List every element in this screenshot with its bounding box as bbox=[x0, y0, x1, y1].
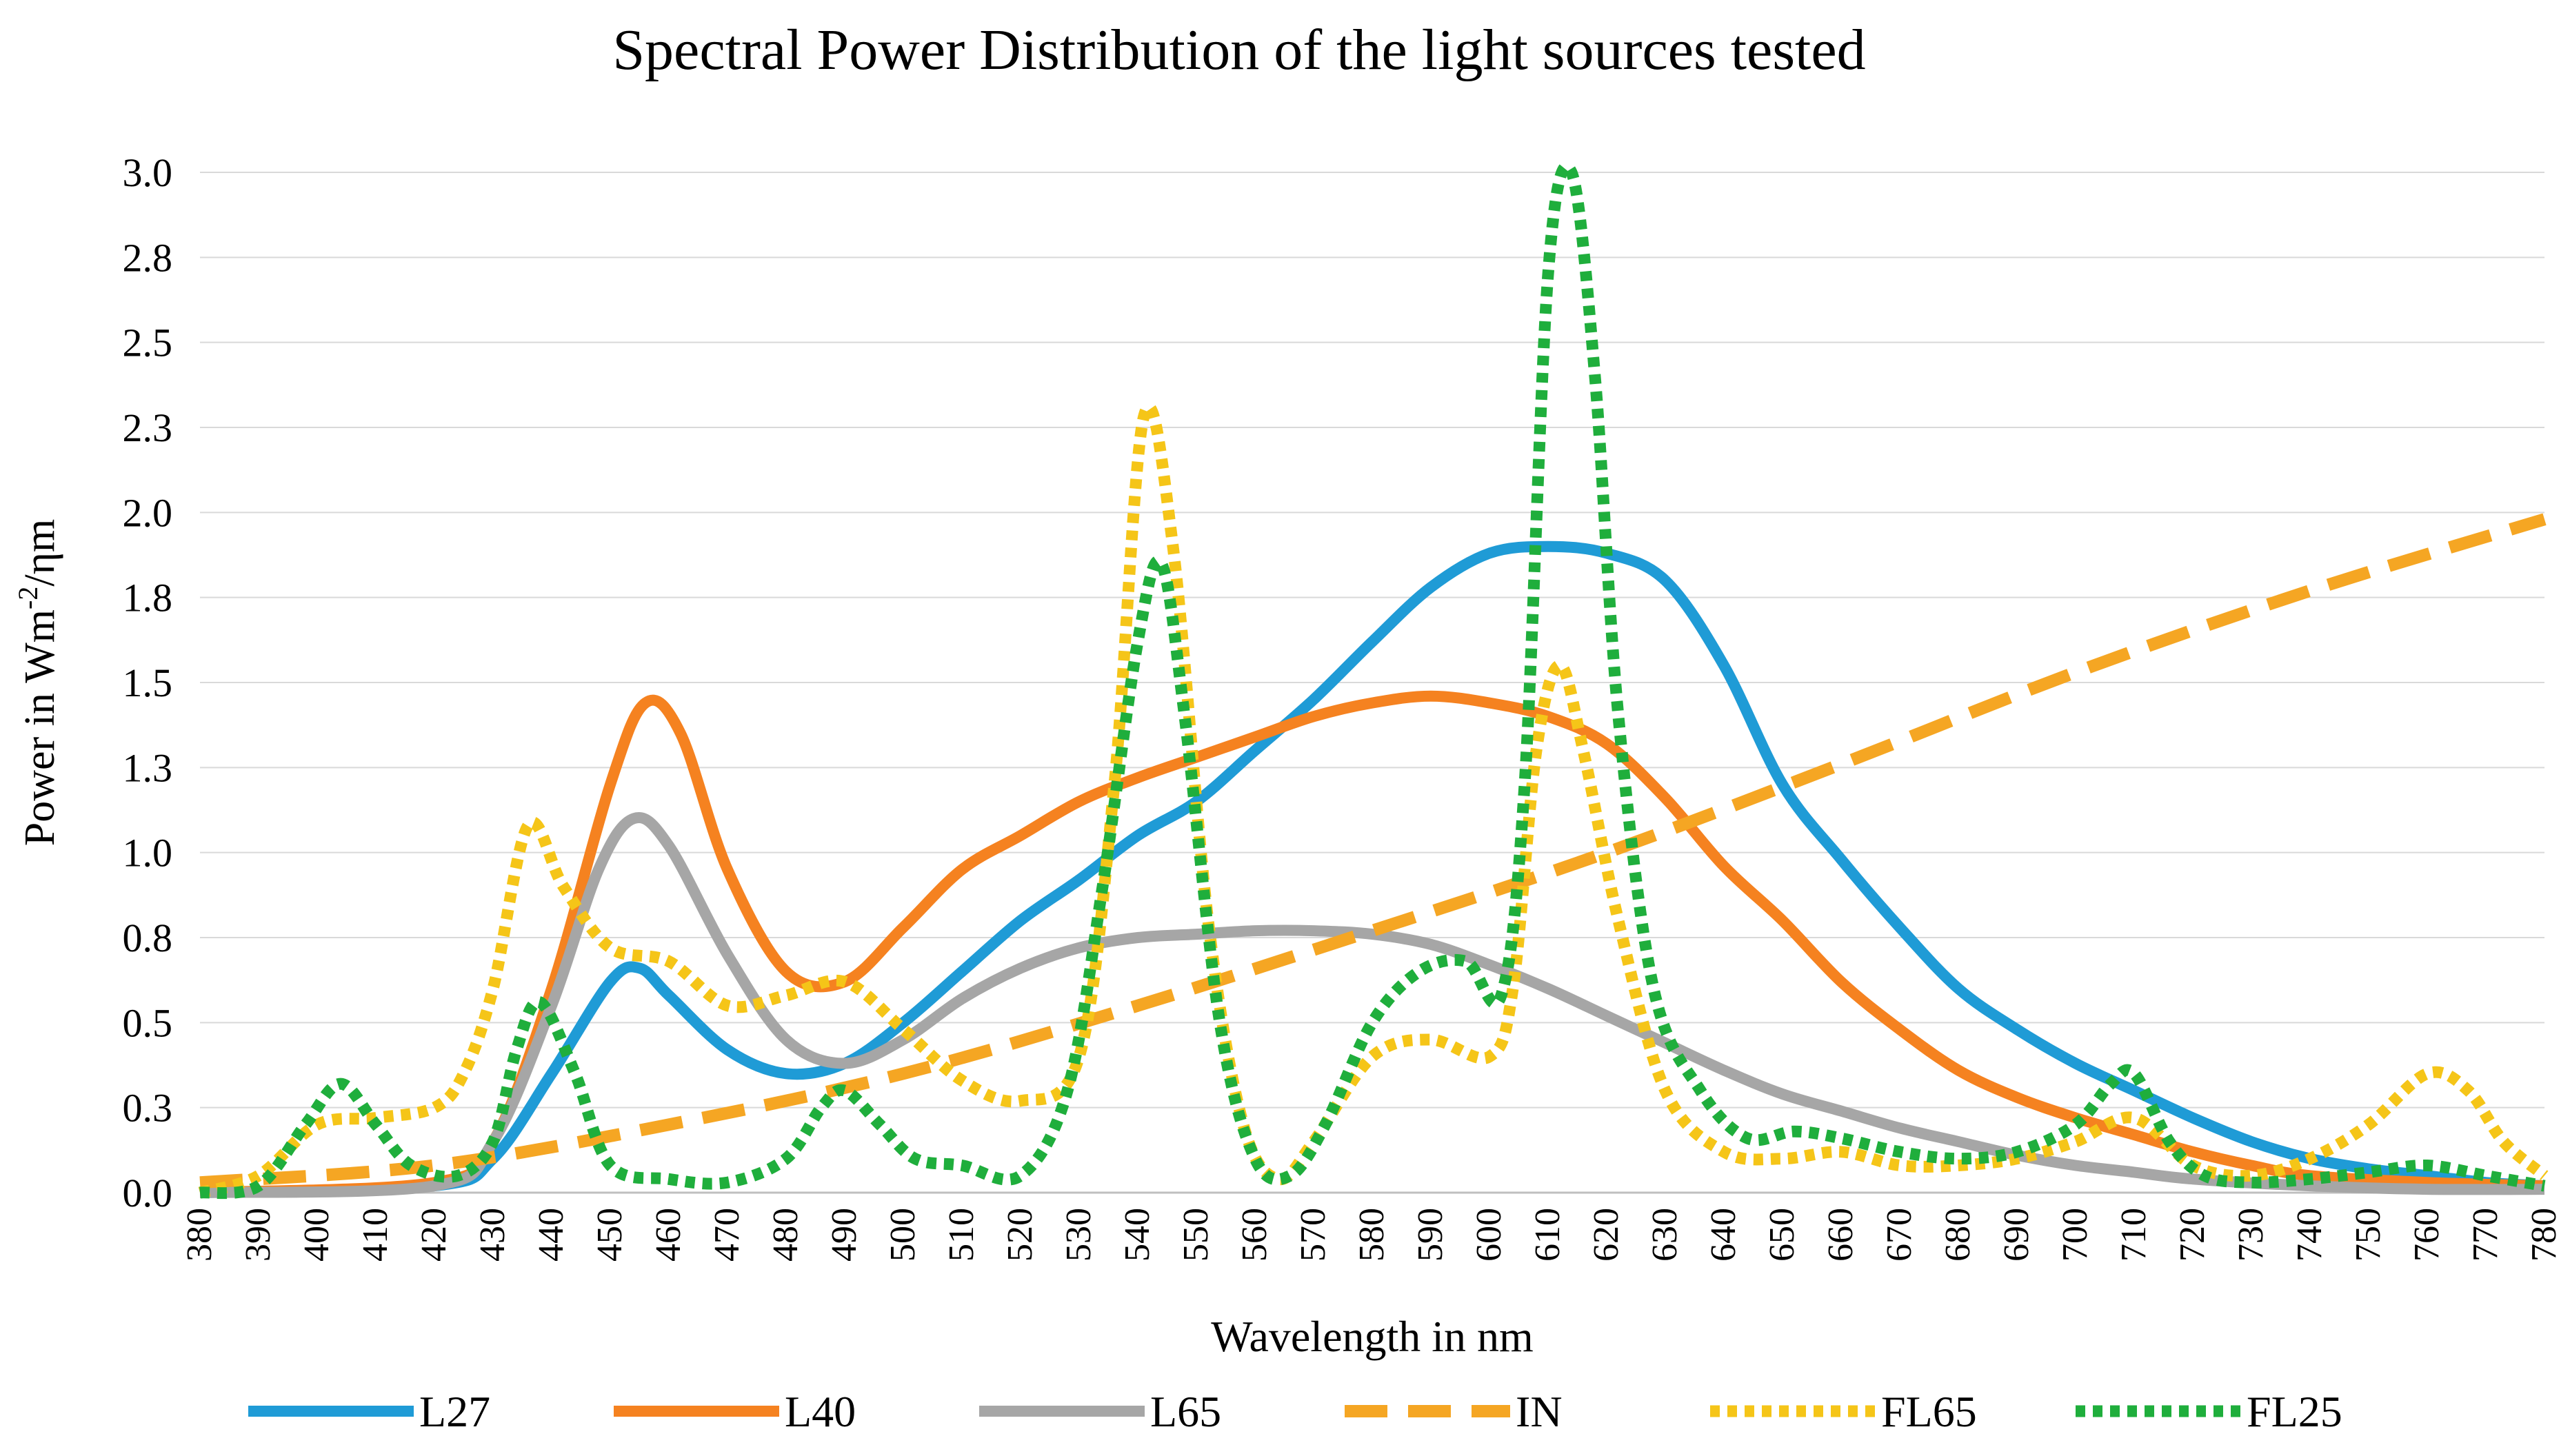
series-line-fl25 bbox=[199, 161, 2546, 1200]
y-axis-ticks: 0.0 0.3 0.5 0.8 1.0 1.3 1.5 1.8 2.0 2.3 2.5 2.8 3.0 bbox=[123, 150, 173, 1215]
series-line-in bbox=[199, 513, 2547, 1189]
y-tick-label: 1.0 bbox=[123, 831, 173, 876]
y-axis-label: Power in Wm-2/ηm bbox=[12, 519, 63, 846]
x-tick-label: 590 bbox=[1411, 1208, 1450, 1262]
x-tick-label: 570 bbox=[1294, 1208, 1333, 1262]
y-tick-label: 0.3 bbox=[123, 1086, 173, 1131]
x-tick-label: 680 bbox=[1938, 1208, 1978, 1262]
x-tick-label: 780 bbox=[2524, 1208, 2564, 1262]
x-tick-label: 450 bbox=[590, 1208, 630, 1262]
x-tick-label: 440 bbox=[532, 1208, 571, 1262]
y-tick-label: 0.0 bbox=[123, 1171, 173, 1215]
x-tick-label: 560 bbox=[1235, 1208, 1274, 1262]
x-tick-label: 640 bbox=[1704, 1208, 1743, 1262]
x-tick-label: 650 bbox=[1763, 1208, 1802, 1262]
legend-label-fl25[interactable]: FL25 bbox=[2247, 1387, 2342, 1436]
series-line-fl65 bbox=[198, 401, 2549, 1199]
x-tick-label: 400 bbox=[297, 1208, 337, 1262]
y-tick-label: 1.5 bbox=[123, 660, 173, 705]
legend-label-l40[interactable]: L40 bbox=[785, 1387, 856, 1436]
x-tick-label: 510 bbox=[942, 1208, 981, 1262]
y-tick-label: 0.8 bbox=[123, 916, 173, 960]
y-tick-label: 2.5 bbox=[123, 321, 173, 365]
legend-label-fl65[interactable]: FL65 bbox=[1881, 1387, 1977, 1436]
y-tick-label: 2.3 bbox=[123, 405, 173, 450]
x-tick-label: 470 bbox=[707, 1208, 747, 1262]
x-tick-label: 740 bbox=[2290, 1208, 2329, 1262]
x-tick-label: 670 bbox=[1880, 1208, 1919, 1262]
x-tick-label: 490 bbox=[825, 1208, 864, 1262]
y-tick-label: 0.5 bbox=[123, 1000, 173, 1045]
x-tick-label: 460 bbox=[649, 1208, 688, 1262]
series-line-l65 bbox=[199, 812, 2545, 1198]
y-tick-label: 1.3 bbox=[123, 745, 173, 790]
series-lines bbox=[198, 161, 2549, 1200]
series-line-l27 bbox=[199, 540, 2545, 1198]
x-tick-label: 600 bbox=[1469, 1208, 1509, 1262]
x-tick-label: 700 bbox=[2056, 1208, 2095, 1262]
legend[interactable]: L27 L40 L65 IN FL65 FL25 bbox=[248, 1387, 2342, 1436]
y-tick-label: 2.8 bbox=[123, 235, 173, 280]
x-tick-label: 410 bbox=[356, 1208, 395, 1262]
gridlines bbox=[200, 172, 2544, 1194]
x-tick-label: 660 bbox=[1821, 1208, 1860, 1262]
x-tick-label: 750 bbox=[2349, 1208, 2388, 1262]
x-tick-label: 550 bbox=[1176, 1208, 1216, 1262]
x-tick-label: 540 bbox=[1118, 1208, 1157, 1262]
x-tick-label: 730 bbox=[2231, 1208, 2271, 1262]
x-tick-label: 480 bbox=[766, 1208, 805, 1262]
legend-label-in[interactable]: IN bbox=[1516, 1387, 1563, 1436]
x-tick-label: 530 bbox=[1059, 1208, 1098, 1262]
x-tick-label: 690 bbox=[1997, 1208, 2036, 1262]
x-tick-label: 610 bbox=[1528, 1208, 1567, 1262]
x-tick-label: 520 bbox=[1001, 1208, 1040, 1262]
x-tick-label: 430 bbox=[473, 1208, 512, 1262]
y-tick-label: 1.8 bbox=[123, 576, 173, 620]
x-tick-label: 710 bbox=[2114, 1208, 2154, 1262]
x-tick-label: 630 bbox=[1645, 1208, 1685, 1262]
x-tick-label: 720 bbox=[2173, 1208, 2212, 1262]
x-axis-label: Wavelength in nm bbox=[1211, 1312, 1534, 1361]
x-tick-label: 580 bbox=[1352, 1208, 1392, 1262]
x-axis-ticks: 380 390 400 410 420 430 440 450 460 470 480 490 500 5… bbox=[180, 1208, 2564, 1262]
x-tick-label: 500 bbox=[883, 1208, 923, 1262]
x-tick-label: 620 bbox=[1587, 1208, 1626, 1262]
legend-label-l65[interactable]: L65 bbox=[1150, 1387, 1221, 1436]
x-tick-label: 770 bbox=[2466, 1208, 2505, 1262]
x-tick-label: 420 bbox=[414, 1208, 454, 1262]
y-tick-label: 2.0 bbox=[123, 490, 173, 535]
x-tick-label: 380 bbox=[180, 1208, 219, 1262]
y-tick-label: 3.0 bbox=[123, 150, 173, 195]
chart-title: Spectral Power Distribution of the light… bbox=[612, 18, 1865, 82]
x-tick-label: 390 bbox=[239, 1208, 278, 1262]
x-tick-label: 760 bbox=[2407, 1208, 2447, 1262]
legend-label-l27[interactable]: L27 bbox=[419, 1387, 490, 1436]
